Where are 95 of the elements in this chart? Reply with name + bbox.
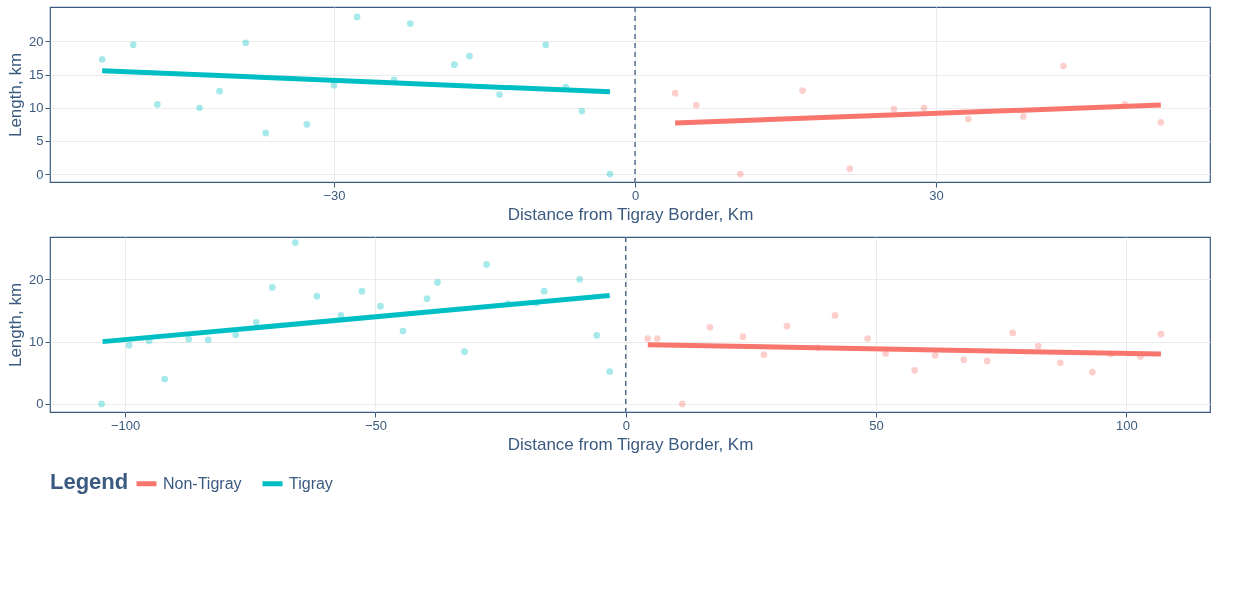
- point: [129, 41, 137, 49]
- point: [98, 400, 105, 408]
- point: [692, 101, 700, 109]
- point: [196, 104, 203, 112]
- point: [737, 170, 744, 178]
- point: [98, 56, 106, 63]
- y-tick-label: 10: [29, 334, 44, 350]
- x-tick-label: 100: [1116, 417, 1138, 433]
- point: [911, 366, 918, 374]
- y-tick-label: 15: [29, 67, 44, 83]
- x-tick-label: −30: [323, 187, 346, 203]
- legend-title: Legend: [50, 469, 129, 494]
- x-tick-label: −100: [110, 417, 141, 433]
- point: [1088, 368, 1096, 376]
- point: [252, 318, 260, 326]
- point: [303, 120, 311, 128]
- point: [466, 52, 473, 60]
- x-tick-label: 0: [622, 417, 630, 433]
- x-tick-label: −50: [364, 417, 387, 433]
- point: [358, 287, 366, 295]
- point: [353, 13, 361, 21]
- point: [846, 165, 854, 173]
- x-tick-label: 50: [869, 417, 884, 433]
- y-tick-label: 0: [36, 396, 44, 412]
- point: [461, 348, 468, 355]
- point: [161, 375, 168, 383]
- point: [232, 331, 240, 339]
- point: [451, 61, 458, 69]
- point: [337, 312, 345, 319]
- point: [185, 335, 193, 343]
- point: [739, 333, 747, 340]
- point: [1056, 359, 1064, 367]
- point: [1034, 342, 1042, 350]
- point: [204, 336, 212, 344]
- point: [1020, 113, 1027, 120]
- point: [931, 351, 939, 359]
- legend-label: Tigray: [289, 474, 333, 492]
- point: [653, 335, 661, 342]
- point: [423, 295, 431, 302]
- legend-label: Non-Tigray: [163, 474, 242, 492]
- point: [706, 323, 714, 331]
- x-tick-label: 30: [929, 187, 944, 203]
- point: [434, 279, 441, 286]
- point: [964, 115, 972, 123]
- point: [678, 400, 686, 408]
- x-axis-title: Distance from Tigray Border, Km: [507, 204, 754, 224]
- y-axis-title: Length, km: [6, 52, 26, 138]
- y-tick-label: 20: [29, 33, 44, 49]
- point: [1009, 329, 1017, 337]
- point: [242, 39, 250, 47]
- point: [593, 332, 601, 339]
- y-tick-label: 20: [29, 271, 44, 287]
- y-tick-label: 0: [36, 166, 44, 182]
- point: [533, 299, 540, 307]
- point: [576, 276, 584, 283]
- point: [814, 344, 822, 352]
- point: [291, 239, 299, 246]
- y-axis-title: Length, km: [6, 282, 26, 368]
- point: [671, 89, 679, 97]
- point: [540, 287, 548, 295]
- point: [1060, 62, 1067, 70]
- point: [399, 327, 407, 335]
- point: [760, 351, 768, 359]
- point: [960, 356, 968, 364]
- point: [406, 20, 414, 27]
- point: [644, 335, 652, 342]
- point: [1157, 118, 1165, 126]
- x-axis-title: Distance from Tigray Border, Km: [507, 434, 754, 454]
- point: [920, 104, 928, 112]
- point: [483, 261, 490, 268]
- point: [864, 335, 871, 342]
- point: [783, 322, 791, 330]
- x-tick-label: 0: [631, 187, 640, 203]
- point: [578, 107, 586, 115]
- point: [313, 292, 321, 300]
- point: [268, 284, 276, 291]
- point: [799, 87, 806, 94]
- point: [496, 91, 503, 98]
- point: [262, 129, 270, 137]
- point: [831, 312, 839, 319]
- point: [216, 87, 223, 95]
- point: [606, 170, 614, 178]
- point: [983, 357, 991, 365]
- point: [154, 101, 161, 108]
- point: [377, 302, 384, 310]
- point: [542, 41, 550, 49]
- point: [1157, 330, 1165, 338]
- point: [125, 342, 133, 349]
- point: [890, 105, 898, 113]
- y-tick-label: 10: [29, 100, 44, 116]
- y-tick-label: 5: [36, 133, 44, 149]
- point: [1107, 350, 1115, 358]
- point: [330, 81, 338, 89]
- point: [606, 368, 614, 375]
- point: [882, 350, 889, 357]
